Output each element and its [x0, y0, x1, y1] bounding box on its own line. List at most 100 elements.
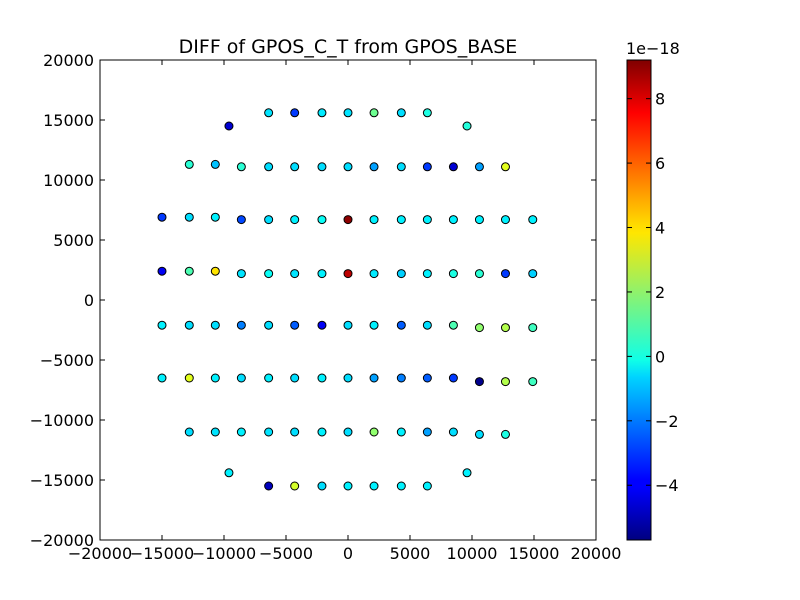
data-point [528, 269, 538, 279]
data-point [317, 427, 327, 437]
data-point [448, 373, 458, 383]
data-point [474, 215, 484, 225]
data-point [184, 212, 194, 222]
data-point [264, 162, 274, 172]
data-point [422, 162, 432, 172]
y-tick-label: −5000 [40, 351, 94, 370]
y-tick-label: −15000 [30, 471, 94, 490]
data-point [396, 427, 406, 437]
data-point [157, 212, 167, 222]
data-point [264, 373, 274, 383]
data-point [290, 162, 300, 172]
data-point [474, 429, 484, 439]
data-point [264, 481, 274, 491]
colorbar-tick-label: −4 [655, 476, 679, 495]
data-point [422, 373, 432, 383]
data-point [236, 427, 246, 437]
colorbar-tick-label: 8 [655, 90, 665, 109]
data-point [290, 108, 300, 118]
data-point [184, 320, 194, 330]
data-point [317, 373, 327, 383]
data-point [317, 269, 327, 279]
x-tick-label: 20000 [571, 544, 622, 563]
x-tick-label: −20000 [68, 544, 132, 563]
data-point [528, 323, 538, 333]
data-point [422, 427, 432, 437]
data-point [474, 162, 484, 172]
y-tick-label: −20000 [30, 531, 94, 550]
x-tick-label: 10000 [447, 544, 498, 563]
data-point [448, 427, 458, 437]
data-point [236, 162, 246, 172]
data-point [500, 323, 510, 333]
data-point [396, 320, 406, 330]
data-point [264, 427, 274, 437]
data-point [184, 266, 194, 276]
data-point [210, 320, 220, 330]
data-point [290, 215, 300, 225]
data-point [236, 373, 246, 383]
y-tick-label: 5000 [53, 231, 94, 250]
y-axis: −20000 −15000 −10000 −5000 0 5000 10000 15000 20… [30, 51, 596, 550]
data-point [224, 468, 234, 478]
x-tick-label: 0 [343, 544, 353, 563]
data-point [474, 323, 484, 333]
x-axis: −20000−15000−10000 −5000 0 5000 10000 15000 20… [68, 60, 622, 563]
data-point [343, 427, 353, 437]
data-point [343, 108, 353, 118]
data-point [184, 373, 194, 383]
data-point [396, 108, 406, 118]
data-point [500, 377, 510, 387]
data-point [236, 320, 246, 330]
data-point [317, 162, 327, 172]
data-point [157, 373, 167, 383]
y-tick-label: 15000 [43, 111, 94, 130]
data-point [369, 215, 379, 225]
plot-area [99, 59, 597, 541]
data-point [448, 320, 458, 330]
data-point [210, 427, 220, 437]
data-point [184, 159, 194, 169]
data-point [210, 159, 220, 169]
colorbar-tick-label: −2 [655, 412, 679, 431]
data-point [396, 162, 406, 172]
data-point [343, 162, 353, 172]
data-point [396, 269, 406, 279]
data-point [422, 481, 432, 491]
data-point [290, 427, 300, 437]
data-point [422, 215, 432, 225]
data-point [264, 269, 274, 279]
x-tick-label: −10000 [192, 544, 256, 563]
data-point [210, 373, 220, 383]
data-point [210, 266, 220, 276]
data-point [500, 269, 510, 279]
data-point [317, 108, 327, 118]
data-point [317, 481, 327, 491]
data-point [500, 162, 510, 172]
x-tick-label: 5000 [390, 544, 431, 563]
data-point [343, 481, 353, 491]
data-point [343, 373, 353, 383]
data-point [264, 108, 274, 118]
data-point [528, 215, 538, 225]
data-point [224, 121, 234, 131]
data-point [500, 429, 510, 439]
colorbar-tick-label: 6 [655, 154, 665, 173]
data-point [422, 108, 432, 118]
x-tick-label: −5000 [259, 544, 313, 563]
data-point [422, 269, 432, 279]
data-point [369, 427, 379, 437]
colorbar-axis: −4 −2 0 2 4 6 8 [627, 90, 679, 495]
data-point [448, 215, 458, 225]
data-point [448, 162, 458, 172]
data-point [448, 269, 458, 279]
data-point [290, 320, 300, 330]
data-points [157, 108, 538, 491]
colorbar-scale-label: 1e−18 [626, 39, 680, 58]
data-point [369, 481, 379, 491]
data-point [264, 215, 274, 225]
chart-title: DIFF of GPOS_C_T from GPOS_BASE [179, 36, 518, 58]
x-tick-label: −15000 [130, 544, 194, 563]
data-point [396, 373, 406, 383]
